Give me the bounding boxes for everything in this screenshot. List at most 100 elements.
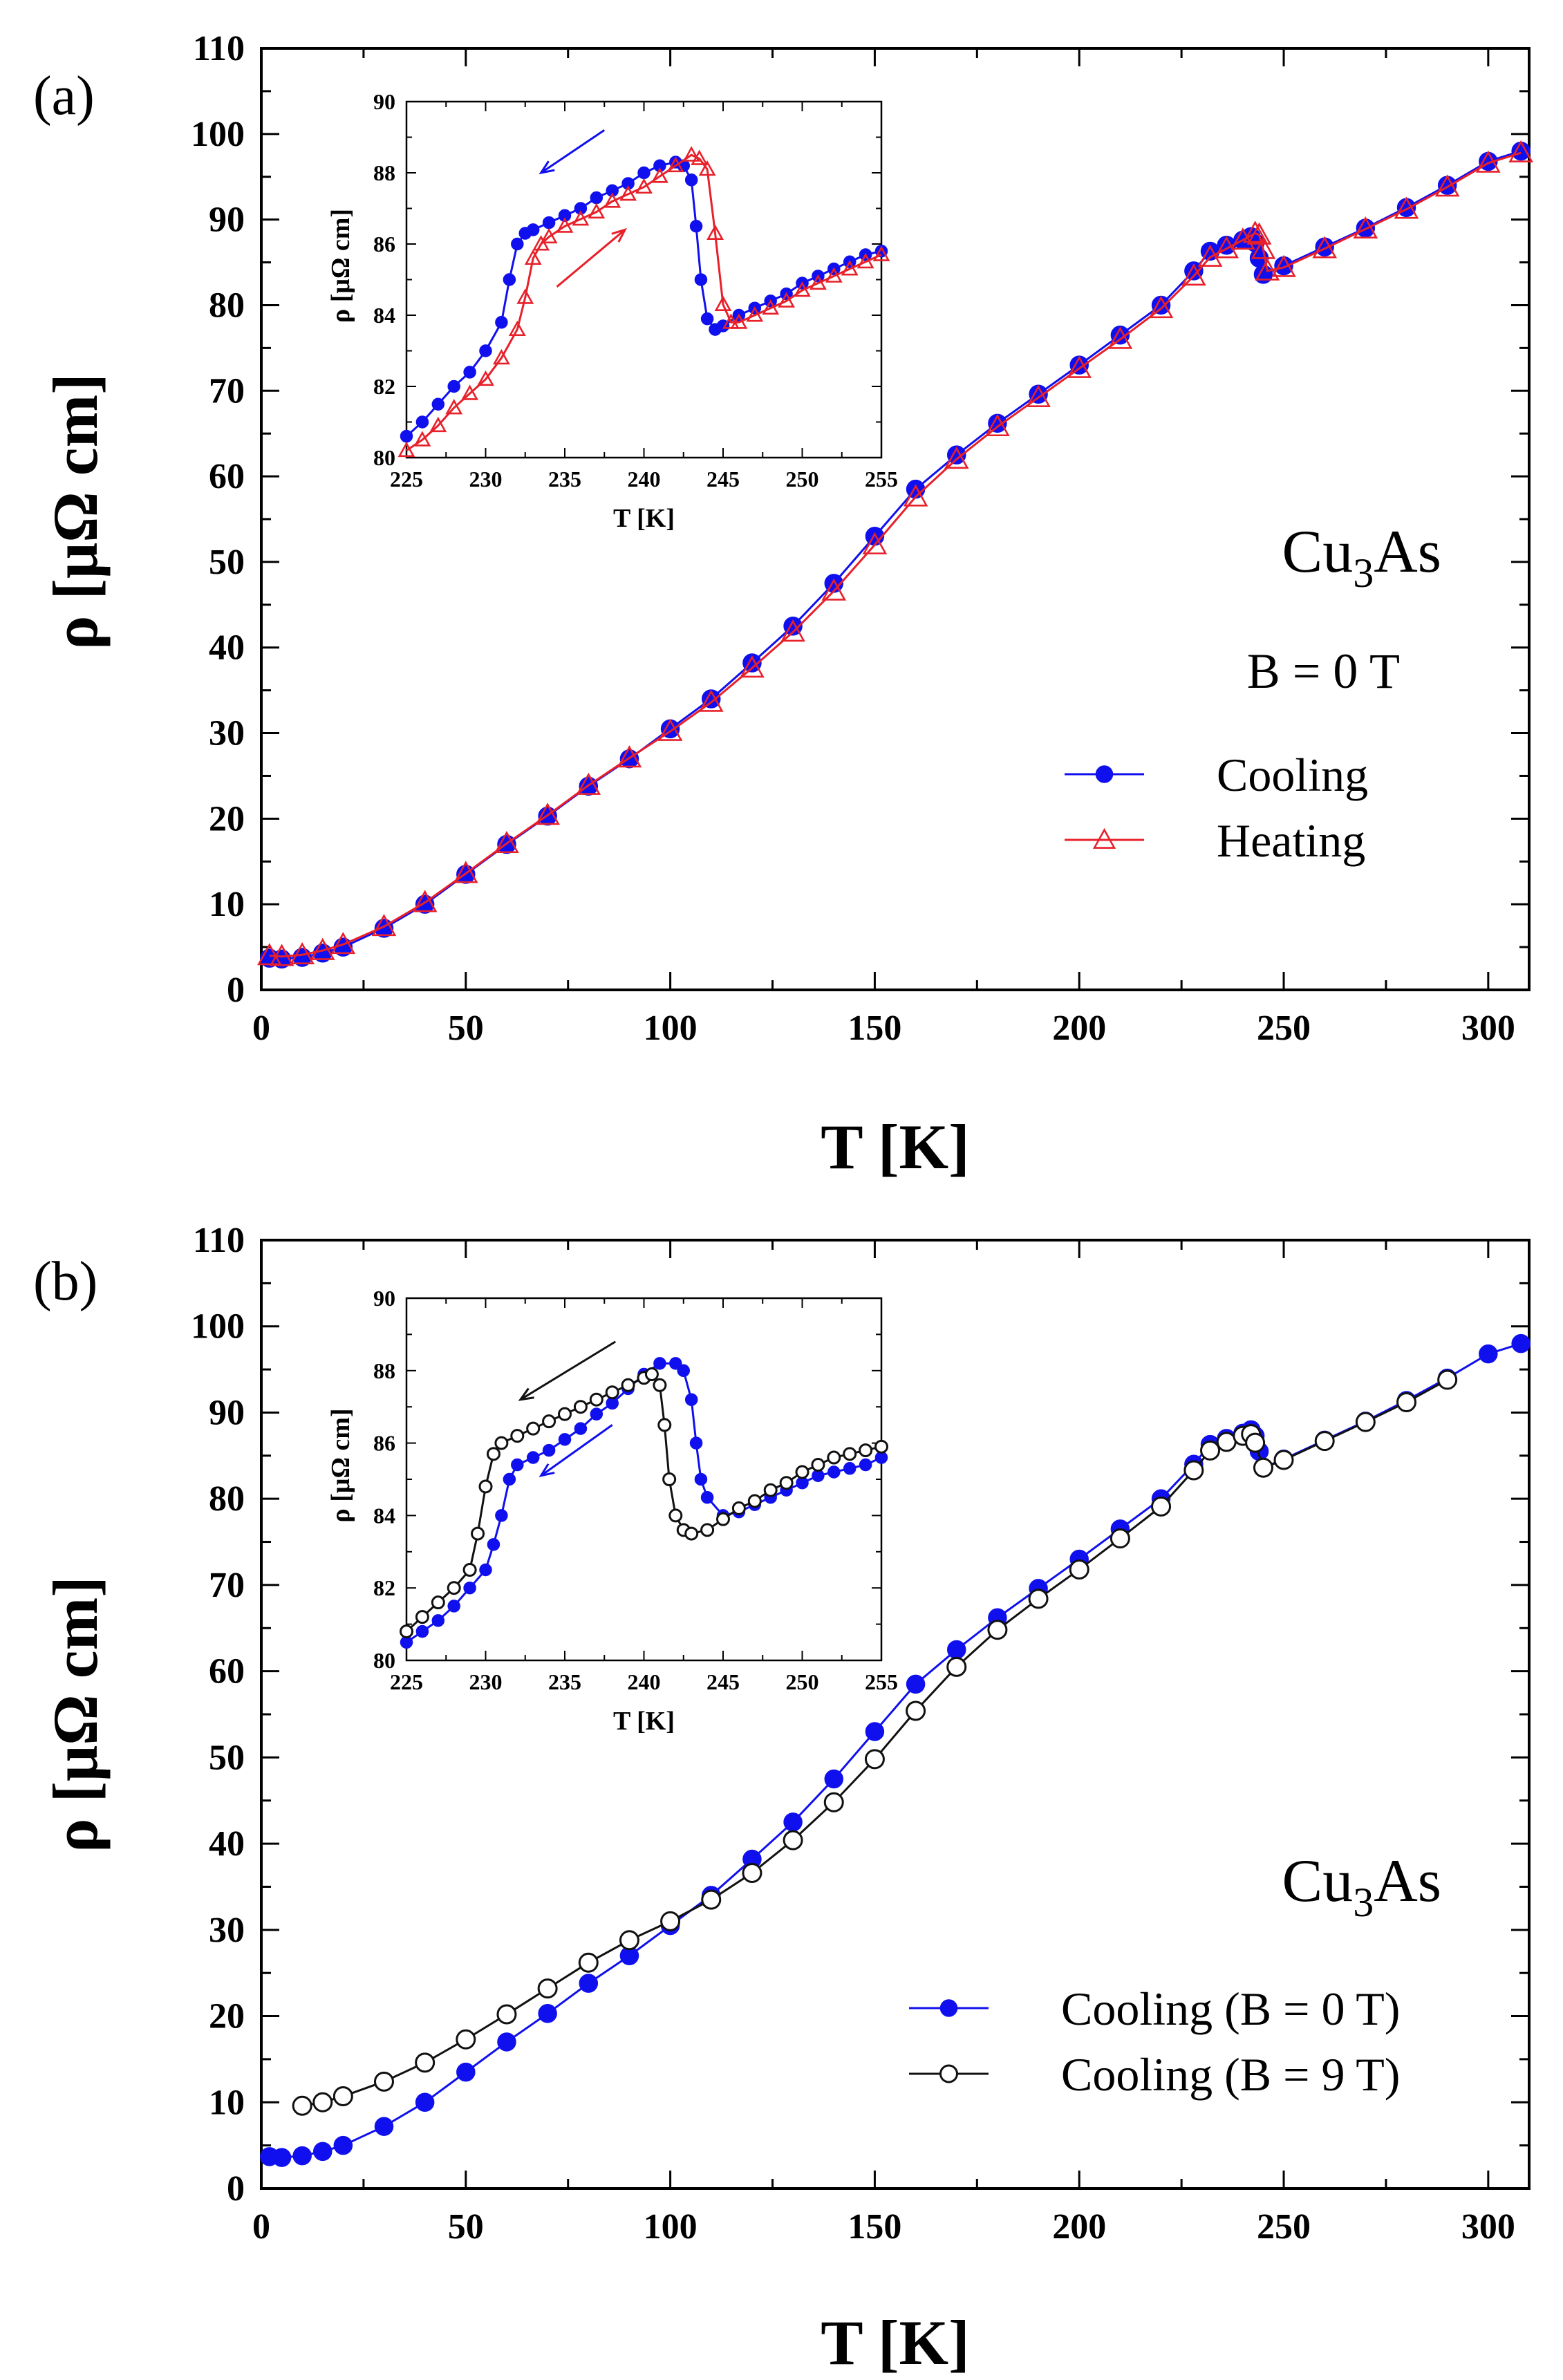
inset-x-tick-label: 240 [628,1669,661,1694]
inset-data-point [415,1624,429,1638]
main-data-point [579,1974,599,1993]
y-tick-label: 100 [191,1307,245,1347]
legend-label: Cooling [1217,749,1368,801]
cooling-9t-arrow-head [518,1387,534,1401]
main-data-point [1028,1589,1049,1609]
y-tick-label: 10 [209,885,245,924]
main-data-point [1355,1412,1376,1432]
main-data-point [1476,150,1501,173]
main-data-point [1271,254,1296,277]
inset: 225 230 235 240 245 250 255 80 82 84 86 88 90 T [K] ρ … [326,1286,898,1736]
inset-y-tick-label: 86 [373,1431,395,1456]
y-tick-label: 70 [209,1566,245,1605]
main-data-point [1181,263,1206,286]
inset-data-point [478,1479,493,1494]
inset-data-point [794,281,811,297]
inset-data-point [716,1512,730,1526]
inset-data-point [684,1526,699,1541]
inset-data-point [653,159,666,172]
y-tick-label: 90 [209,200,245,240]
x-tick-label: 0 [252,1009,270,1048]
inset-x-tick-label: 245 [706,467,740,491]
main-data-point [865,1722,885,1741]
main-data-point [415,2092,435,2112]
inset-y-tick-label: 84 [373,303,395,328]
inset-y-tick-label: 80 [373,1648,395,1673]
inset-data-point [400,429,413,443]
inset-y-tick-label: 82 [373,1575,395,1600]
inset-x-tick-label: 225 [390,467,423,491]
inset-x-tick-label: 250 [786,1669,819,1694]
main-data-point [310,937,335,960]
inset-data-point [590,191,603,205]
x-tick-label: 0 [252,2207,270,2247]
main-data-point [1107,326,1133,349]
inset-data-point [657,1418,672,1432]
main-data-point [1216,1432,1237,1452]
inset-data-point [637,166,651,180]
inset-data-point [669,1357,682,1370]
field-label: B = 0 T [1247,644,1400,699]
main-data-point [494,830,519,854]
y-axis-title: ρ [μΩ cm] [40,373,111,650]
main-data-point [292,2095,312,2116]
inset-data-point [606,184,619,197]
inset-y-axis-title: ρ [μΩ cm] [326,209,355,323]
inset-data-point [857,252,874,269]
main-data-point [1183,1460,1204,1481]
main-data-point [906,479,926,499]
main-data-point [1200,1440,1221,1461]
y-tick-label: 20 [209,799,245,838]
main-data-point [1315,237,1334,257]
inset-data-point [526,1451,540,1464]
legend-label: Cooling (B = 0 T) [1061,1983,1400,2035]
inset-data-point [542,1414,556,1429]
inset-data-point [621,1378,635,1392]
legend-label: Cooling (B = 9 T) [1061,2048,1400,2101]
main-data-point [497,2032,516,2052]
y-tick-label: 0 [227,971,245,1010]
inset-data-point [666,156,684,173]
inset-data-point [653,1378,667,1392]
inset-data-point [558,209,572,223]
inset-data-point [827,1450,841,1465]
main-data-point [985,413,1010,437]
inset-data-point [827,1465,841,1479]
x-tick-label: 50 [448,1009,484,1048]
main-data-point [742,1862,762,1883]
main-data-point [257,943,282,966]
inset-data-point [558,1407,572,1421]
cooling-0t-arrow-head [539,1463,555,1477]
main-data-point [412,890,438,912]
inset-data-point [431,397,445,411]
main-data-point [1110,326,1130,345]
main-data-point [987,1620,1008,1640]
inset-data-point [677,1364,690,1378]
legend-item-0: Cooling (B = 0 T) [909,1983,1400,2035]
main-data-point [1253,1457,1273,1478]
y-tick-label: 110 [193,1221,245,1260]
inset-data-point [556,217,574,233]
inset-x-tick-label: 230 [469,1669,503,1694]
inset-data-point [694,1472,708,1486]
inset-data-point [431,1614,445,1627]
inset-data-point [479,1563,492,1577]
compound-compound_sub: 3 [1353,550,1374,596]
inset-y-tick-label: 80 [373,445,395,470]
legend-item-1: Cooling (B = 9 T) [909,2048,1400,2101]
inset-data-point [811,1458,825,1472]
inset-data-point [809,274,827,290]
inset-data-point [700,1523,715,1537]
main-data-point [1437,1369,1458,1390]
main-data-point [1511,141,1531,161]
main-data-point [456,2062,476,2082]
inset-data-point [682,146,700,162]
main-data-point [740,655,765,678]
inset-y-tick-label: 82 [373,374,395,399]
inset-y-tick-label: 88 [373,1358,395,1383]
inset-data-point [542,1443,556,1457]
y-tick-label: 40 [209,1824,245,1864]
main-data-point [312,2092,333,2112]
inset-data-point [574,1422,588,1435]
inset-data-point [795,1465,809,1479]
